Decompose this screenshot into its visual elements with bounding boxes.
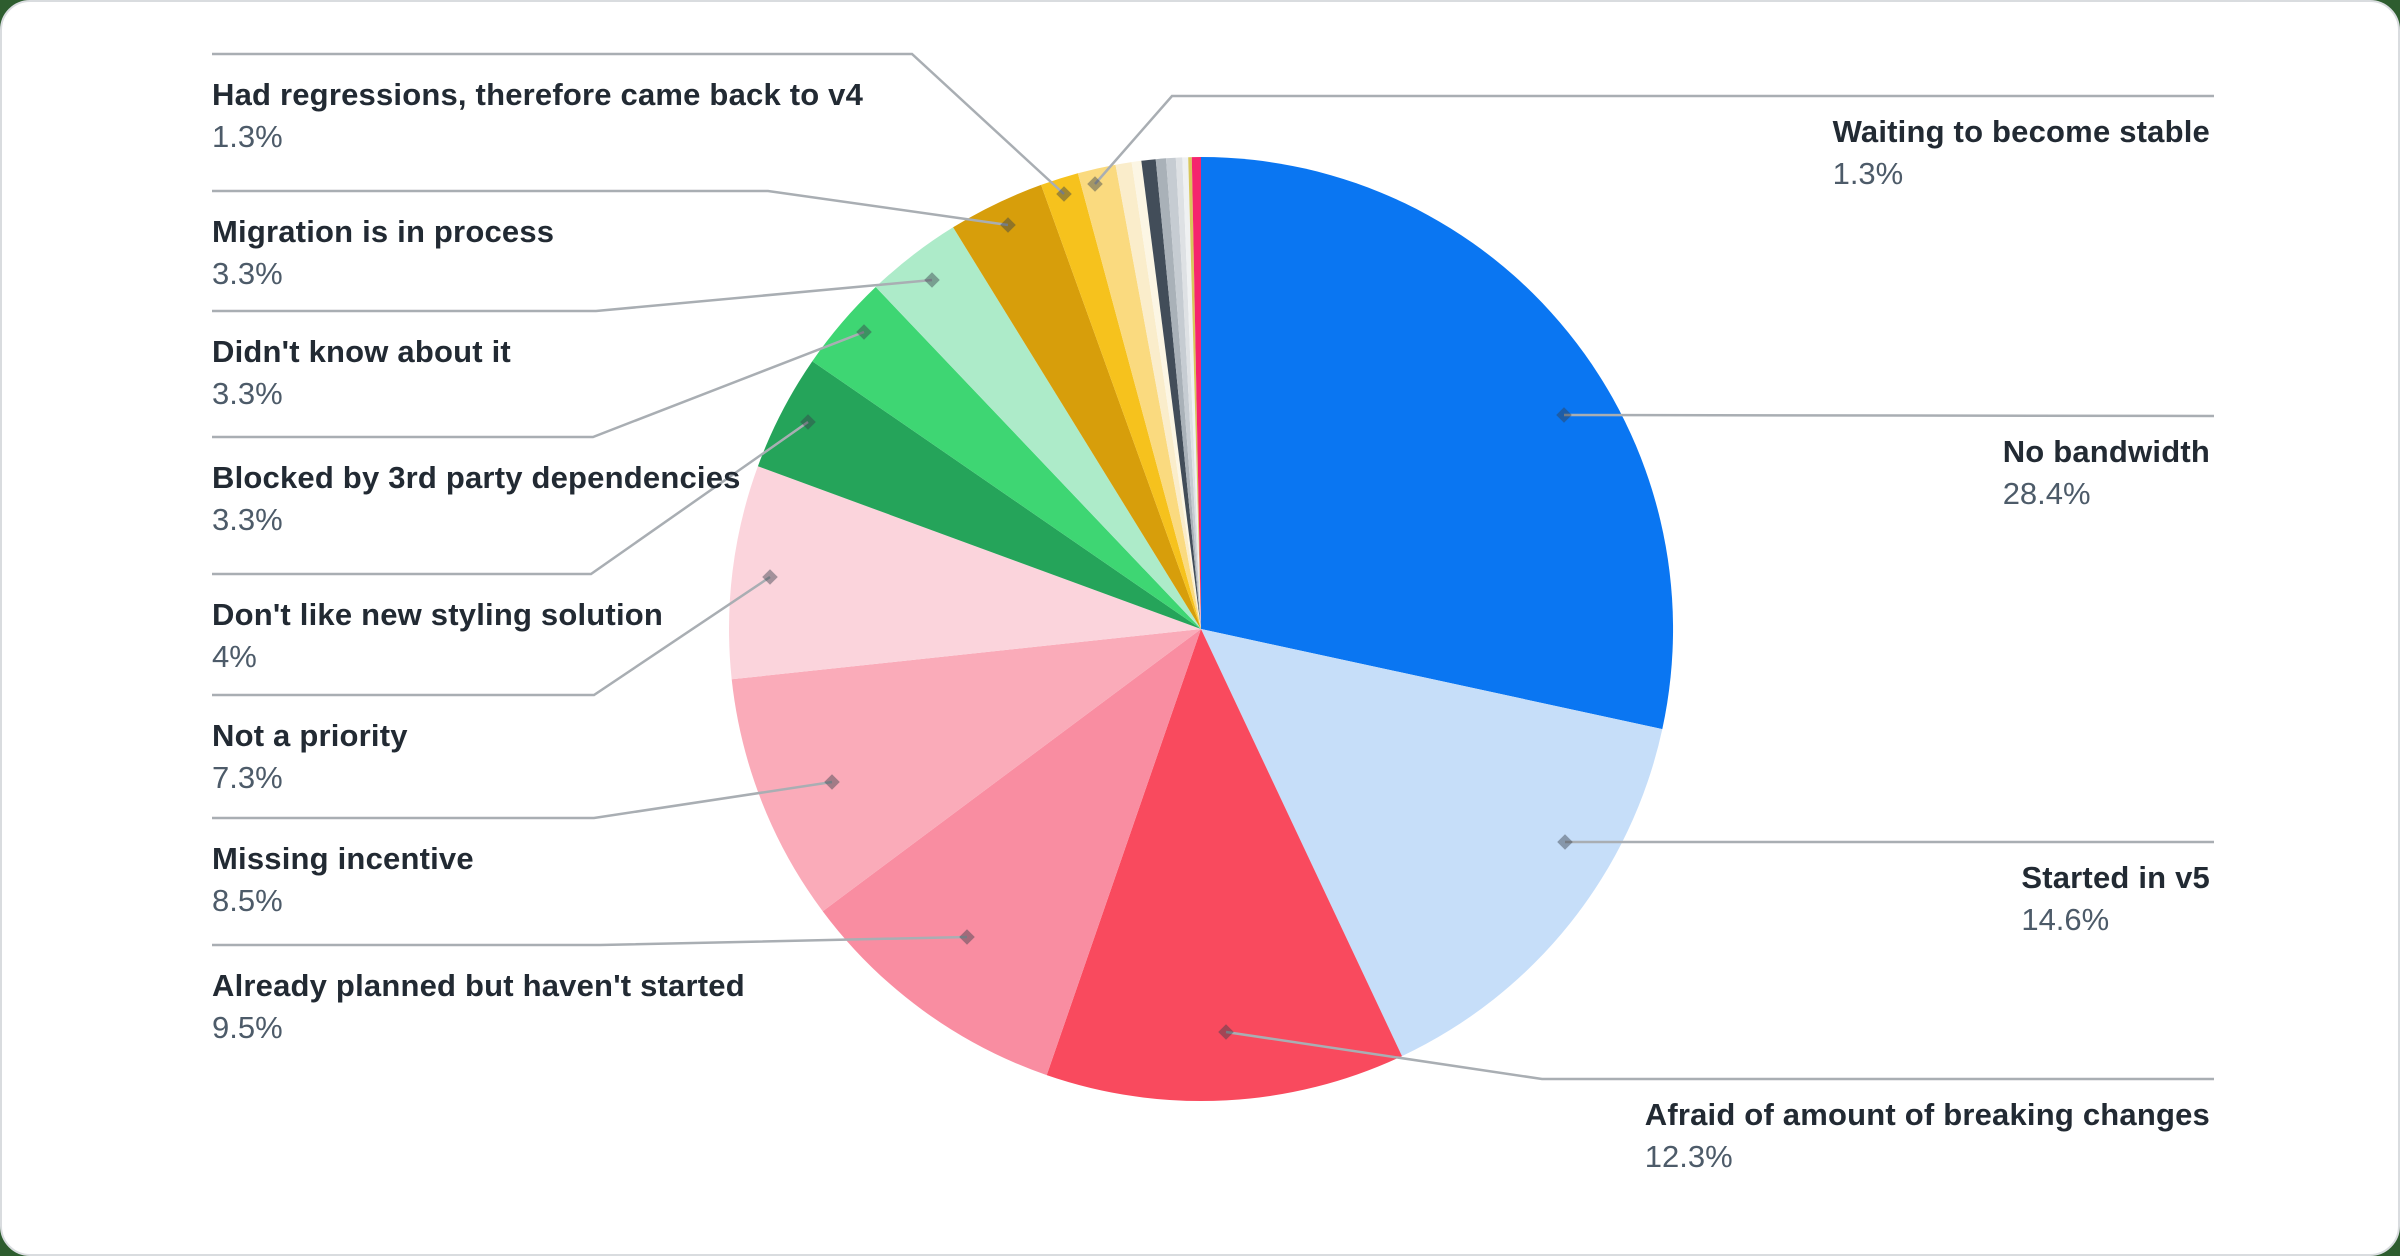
callout-had-regressions-therefore-came-back-to-v4: Had regressions, therefore came back to … xyxy=(212,74,863,158)
slice-label: Don't like new styling solution xyxy=(212,597,664,632)
pie-slice-unnamed-20[interactable] xyxy=(1191,157,1201,629)
leader-line xyxy=(212,189,1009,227)
callout-waiting-to-become-stable: Waiting to become stable 1.3% xyxy=(1833,111,2210,195)
pie-slice-don-t-like-new-styling-solution[interactable] xyxy=(757,361,1201,629)
callout-blocked-by-3rd-party-dependencies: Blocked by 3rd party dependencies 3.3% xyxy=(212,457,741,541)
slice-label: No bandwidth xyxy=(2002,434,2210,469)
pie-slice-no-bandwidth[interactable] xyxy=(1201,156,1674,730)
slice-percent: 3.3% xyxy=(212,376,283,411)
leader-line xyxy=(212,575,771,697)
leader-dot xyxy=(1000,217,1016,233)
leader-dot xyxy=(1087,176,1103,192)
leader-line xyxy=(1225,1030,2214,1081)
leader-dot xyxy=(1056,186,1072,202)
slice-label: Not a priority xyxy=(212,718,408,753)
callout-started-in-v5: Started in v5 14.6% xyxy=(2021,857,2210,941)
pie-slice-unnamed-15[interactable] xyxy=(1155,158,1201,630)
pie-slice-unnamed-13[interactable] xyxy=(1131,160,1201,630)
slice-label: Had regressions, therefore came back to … xyxy=(212,77,864,112)
slice-label: Didn't know about it xyxy=(212,334,511,369)
pie-slice-had-regressions-therefore-came-back-to-v4[interactable] xyxy=(1041,173,1201,630)
callout-afraid-of-amount-of-breaking-changes: Afraid of amount of breaking changes 12.3… xyxy=(1645,1094,2210,1178)
slice-percent: 7.3% xyxy=(212,760,283,795)
slice-percent: 9.5% xyxy=(212,1010,283,1045)
leader-line xyxy=(1094,94,2214,185)
slice-percent: 12.3% xyxy=(1644,1139,1733,1174)
leader-dot xyxy=(762,569,778,585)
slice-label: Already planned but haven't started xyxy=(212,968,745,1003)
pie-slice-unnamed-16[interactable] xyxy=(1166,157,1201,629)
callout-don-t-like-new-styling-solution: Don't like new styling solution 4% xyxy=(212,594,663,678)
pie-slice-unnamed-14[interactable] xyxy=(1141,159,1201,629)
leader-dot xyxy=(1218,1024,1234,1040)
callout-missing-incentive: Missing incentive 8.5% xyxy=(212,838,474,922)
pie-slice-missing-incentive[interactable] xyxy=(731,629,1201,912)
leader-line xyxy=(212,420,809,576)
slice-percent: 4% xyxy=(212,639,257,674)
leader-line xyxy=(212,935,968,947)
pie-slice-blocked-by-3rd-party-dependencies[interactable] xyxy=(812,287,1201,629)
slice-percent: 1.3% xyxy=(1832,156,1904,191)
slice-percent: 8.5% xyxy=(212,883,283,918)
callout-no-bandwidth: No bandwidth 28.4% xyxy=(2003,431,2210,515)
pie-slice-unnamed-18[interactable] xyxy=(1182,157,1201,629)
pie-slice-waiting-to-become-stable[interactable] xyxy=(1077,164,1201,630)
pie-slice-afraid-of-amount-of-breaking-changes[interactable] xyxy=(1046,629,1402,1102)
pie-slice-not-a-priority[interactable] xyxy=(729,466,1201,680)
leader-dot xyxy=(959,929,975,945)
pie-slice-started-in-v5[interactable] xyxy=(1201,629,1663,1057)
leader-line xyxy=(212,780,833,820)
leader-line xyxy=(212,330,865,439)
callout-didn-t-know-about-it: Didn't know about it 3.3% xyxy=(212,331,511,415)
slice-percent: 3.3% xyxy=(212,502,283,537)
slice-percent: 28.4% xyxy=(2002,476,2091,511)
leader-dot xyxy=(1557,834,1573,850)
pie-slice-unnamed-12[interactable] xyxy=(1115,162,1202,629)
pie-slice-unnamed-17[interactable] xyxy=(1175,157,1201,629)
callout-migration-is-in-process: Migration is in process 3.3% xyxy=(212,211,554,295)
slice-label: Waiting to become stable xyxy=(1832,114,2210,149)
pie-slice-unnamed-19[interactable] xyxy=(1188,157,1201,629)
slice-percent: 14.6% xyxy=(2021,902,2110,937)
leader-line xyxy=(212,52,1065,195)
leader-dot xyxy=(1556,407,1572,423)
slice-percent: 3.3% xyxy=(212,256,283,291)
callout-already-planned-but-haven-t-started: Already planned but haven't started 9.5% xyxy=(212,965,745,1049)
callout-not-a-priority: Not a priority 7.3% xyxy=(212,715,408,799)
pie-slice-already-planned-but-haven-t-started[interactable] xyxy=(822,629,1201,1076)
pie-slice-didn-t-know-about-it[interactable] xyxy=(875,227,1201,630)
leader-line xyxy=(1563,413,2215,418)
slice-label: Blocked by 3rd party dependencies xyxy=(212,460,741,495)
slice-percent: 1.3% xyxy=(212,119,283,154)
pie-slice-migration-is-in-process[interactable] xyxy=(953,184,1201,629)
slice-label: Missing incentive xyxy=(212,841,474,876)
slice-label: Afraid of amount of breaking changes xyxy=(1644,1097,2210,1132)
slice-label: Migration is in process xyxy=(212,214,555,249)
leader-line xyxy=(212,278,933,313)
leader-dot xyxy=(824,774,840,790)
slice-label: Started in v5 xyxy=(2021,860,2210,895)
